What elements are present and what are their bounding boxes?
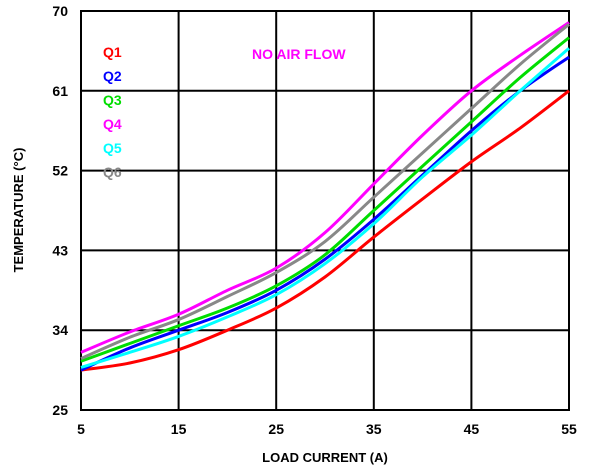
legend-item-q4: Q4 <box>103 116 122 132</box>
series-line-q3 <box>80 36 570 363</box>
legend-item-q1: Q1 <box>103 44 122 60</box>
y-tick-label: 61 <box>52 83 68 99</box>
y-tick-label: 43 <box>52 242 68 258</box>
x-tick-label: 55 <box>561 421 577 437</box>
legend-item-q5: Q5 <box>103 140 122 156</box>
legend-item-q2: Q2 <box>103 68 122 84</box>
legend-item-q6: Q6 <box>103 164 122 180</box>
legend: Q1 Q2 Q3 Q4 Q5 Q6 <box>103 44 122 180</box>
x-tick-label: 15 <box>171 421 187 437</box>
series-line-q6 <box>80 23 570 360</box>
series-line-q1 <box>80 89 570 372</box>
x-tick-label: 25 <box>268 421 284 437</box>
x-tick-labels: 5 15 25 35 45 55 <box>77 421 577 437</box>
legend-item-q3: Q3 <box>103 92 122 108</box>
series-lines <box>80 21 570 372</box>
y-tick-label: 52 <box>52 163 68 179</box>
annotation-no-air-flow: NO AIR FLOW <box>252 46 346 62</box>
series-line-q4 <box>80 21 570 354</box>
y-tick-labels: 25 34 43 52 61 70 <box>52 3 68 418</box>
series-line-q5 <box>80 47 570 369</box>
y-tick-label: 25 <box>52 402 68 418</box>
x-tick-label: 45 <box>464 421 480 437</box>
y-tick-label: 70 <box>52 3 68 19</box>
x-tick-label: 5 <box>77 421 85 437</box>
x-tick-label: 35 <box>366 421 382 437</box>
x-axis-label: LOAD CURRENT (A) <box>262 450 388 465</box>
y-axis-label: TEMPERATURE (°C) <box>11 148 26 273</box>
plot-frame <box>80 10 570 411</box>
y-tick-label: 34 <box>52 322 68 338</box>
series-line-q2 <box>80 55 570 372</box>
